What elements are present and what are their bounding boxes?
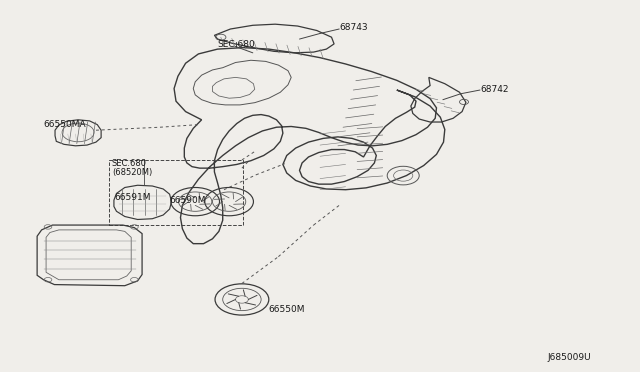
Text: J685009U: J685009U (547, 353, 591, 362)
Text: 66591M: 66591M (114, 193, 150, 202)
Text: 66550MA: 66550MA (44, 120, 86, 129)
Text: SEC.680: SEC.680 (218, 40, 255, 49)
Text: 68743: 68743 (339, 23, 368, 32)
Text: 66550M: 66550M (269, 305, 305, 314)
Text: 68742: 68742 (480, 85, 509, 94)
Text: 66590M: 66590M (170, 196, 206, 205)
Text: SEC.680: SEC.680 (112, 159, 147, 168)
Text: (68520M): (68520M) (112, 169, 152, 177)
